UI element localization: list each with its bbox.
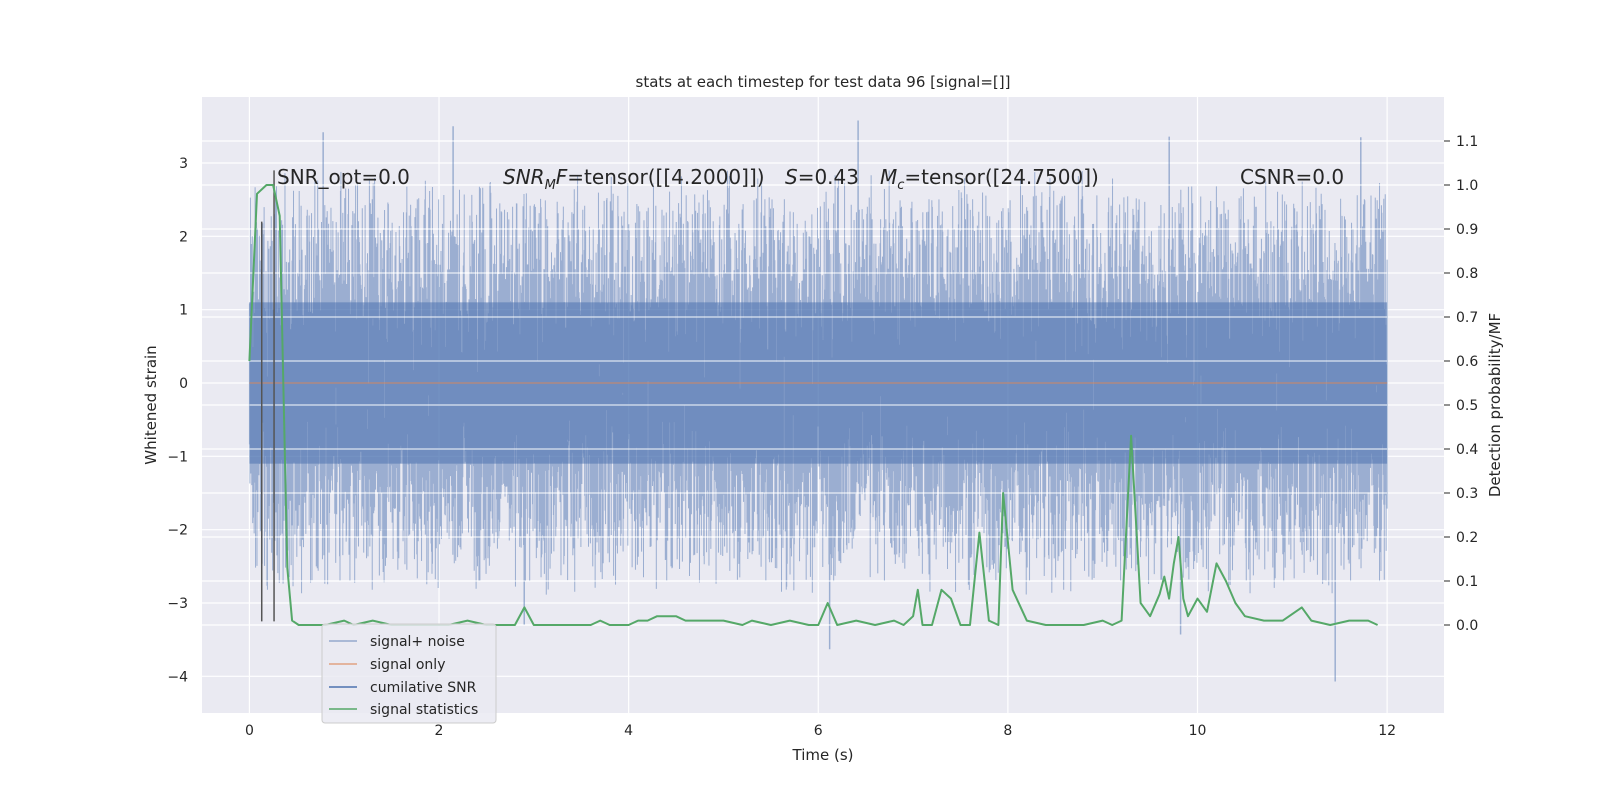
annotation-s: S=0.43 — [785, 165, 859, 189]
snr-mf-value: =tensor([[4.2000]]) — [567, 165, 764, 189]
y-tick-label: 3 — [179, 156, 188, 172]
y2-tick-label: 0.4 — [1456, 442, 1478, 458]
legend-label-cumulative-snr: cumilative SNR — [370, 680, 477, 696]
y2-tick-label: 0.5 — [1456, 398, 1478, 414]
y2-tick-label: 0.7 — [1456, 310, 1478, 326]
y2-tick-label: 0.8 — [1456, 266, 1478, 282]
y2-tick-label: 0.6 — [1456, 354, 1478, 370]
annotation-mc: Mc=tensor([24.7500]) — [880, 165, 1099, 193]
s-value: =0.43 — [798, 165, 859, 189]
annotation-csnr: CSNR=0.0 — [1240, 165, 1344, 189]
s-symbol: S — [785, 165, 798, 189]
y-tick-label: −3 — [167, 596, 188, 612]
x-tick-label: 6 — [814, 723, 823, 739]
mc-subscript: c — [897, 178, 904, 193]
y-axis-ticks: −4 −3 −2 −1 0 1 2 3 — [167, 156, 188, 685]
x-tick-label: 0 — [245, 723, 254, 739]
y2-tick-label: 1.0 — [1456, 178, 1478, 194]
y2-tick-label: 0.2 — [1456, 530, 1478, 546]
y-tick-label: 2 — [179, 229, 188, 245]
x-tick-label: 8 — [1003, 723, 1012, 739]
x-tick-label: 12 — [1378, 723, 1396, 739]
mc-value: =tensor([24.7500]) — [904, 165, 1098, 189]
chart-title: stats at each timestep for test data 96 … — [636, 73, 1011, 91]
snr-mf-f: F — [556, 165, 568, 189]
legend-label-signal-only: signal only — [370, 657, 445, 673]
x-axis-label: Time (s) — [792, 746, 854, 764]
snr-mf-subscript: M — [545, 178, 556, 193]
legend-label-signal-noise: signal+ noise — [370, 634, 465, 650]
y-tick-label: 1 — [179, 303, 188, 319]
x-axis-ticks: 0 2 4 6 8 10 12 — [245, 723, 1396, 739]
legend: signal+ noise signal only cumilative SNR… — [321, 623, 497, 724]
legend-box — [321, 623, 497, 724]
y2-tick-label: 0.0 — [1456, 618, 1478, 634]
y2-tick-label: 0.3 — [1456, 486, 1478, 502]
annotation-snr-opt: SNR_opt=0.0 — [277, 165, 410, 189]
y2-tick-label: 0.1 — [1456, 574, 1478, 590]
y-axis-label: Whitened strain — [142, 345, 160, 464]
vertical-markers — [260, 170, 275, 622]
x-tick-label: 4 — [624, 723, 633, 739]
y-tick-label: −2 — [167, 523, 188, 539]
mc-symbol: M — [880, 165, 897, 189]
y-tick-label: −4 — [167, 669, 188, 685]
y-tick-label: 0 — [179, 376, 188, 392]
annotation-snr-mf: SNRMF=tensor([[4.2000]]) — [503, 165, 765, 193]
snr-mf-symbol: SNR — [503, 165, 545, 189]
legend-label-signal-statistics: signal statistics — [370, 702, 478, 718]
y2-axis-label: Detection probability/MF — [1486, 313, 1504, 497]
y2-axis-ticks: 0.0 0.1 0.2 0.3 0.4 0.5 0.6 0.7 0.8 0.9 1.0 1.1 — [1444, 134, 1478, 634]
y-tick-label: −1 — [167, 449, 188, 465]
y2-tick-label: 1.1 — [1456, 134, 1478, 150]
y2-tick-label: 0.9 — [1456, 222, 1478, 238]
x-tick-label: 10 — [1189, 723, 1207, 739]
x-tick-label: 2 — [435, 723, 444, 739]
